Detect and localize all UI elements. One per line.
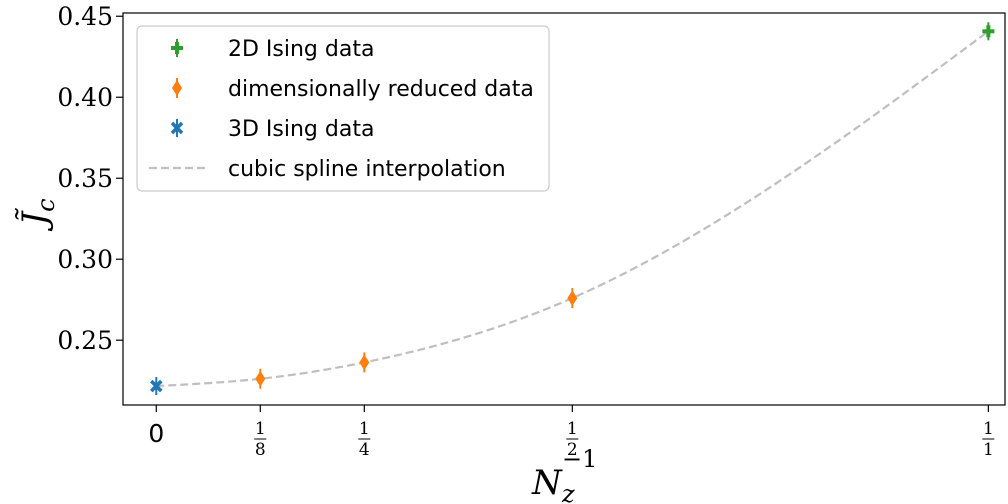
y-tick-label: 0.35: [57, 164, 113, 193]
y-axis-label-sub: c: [32, 198, 60, 211]
y-tick-label: 0.40: [57, 83, 113, 112]
legend-marker: [171, 39, 183, 57]
legend-label: cubic spline interpolation: [228, 157, 506, 182]
data-point: [567, 288, 578, 309]
plus-bar-v: [986, 25, 991, 38]
legend: 2D Ising data dimensionally reduced data 3…: [136, 25, 550, 192]
diamond-marker: [567, 290, 578, 307]
legend-marker: [172, 78, 182, 98]
x-tick-numerator: 1: [255, 419, 266, 439]
x-axis-label-sup: −1: [562, 445, 597, 473]
svg-text:J̃c: J̃c: [15, 198, 60, 231]
x-tick-numerator: 1: [983, 419, 994, 439]
data-point: [359, 352, 370, 373]
data-point: [255, 368, 266, 389]
data-point: [982, 22, 995, 41]
x-tick-denominator: 2: [567, 440, 578, 460]
legend-marker: [170, 119, 184, 137]
legend-box: [136, 25, 550, 192]
y-axis-label: J̃c: [15, 198, 60, 231]
y-axis-ticks: 0.25 0.30 0.35 0.40 0.45: [57, 2, 123, 355]
diamond-marker: [172, 80, 182, 96]
y-tick-label: 0.30: [57, 245, 113, 274]
points-layer: [150, 22, 995, 396]
y-tick-label: 0.25: [57, 326, 113, 355]
diamond-marker: [255, 370, 266, 387]
diamond-marker: [359, 354, 370, 371]
x-axis-label: N z −1: [531, 445, 597, 504]
x-tick-label: 0: [148, 419, 164, 448]
x-stroke-b: [170, 121, 184, 135]
legend-items: 2D Ising data dimensionally reduced data 3…: [149, 37, 534, 182]
x-tick-denominator: 1: [983, 440, 994, 460]
x-axis-label-sub: z: [561, 480, 575, 504]
y-tick-label: 0.45: [57, 2, 113, 31]
x-tick-denominator: 4: [359, 440, 370, 460]
legend-label: 2D Ising data: [228, 37, 374, 62]
x-tick-numerator: 1: [567, 419, 578, 439]
legend-label: dimensionally reduced data: [228, 77, 534, 102]
x-tick-numerator: 1: [359, 419, 370, 439]
x-stroke-b: [150, 379, 163, 393]
x-axis-label-base: N: [531, 463, 563, 503]
data-point: [150, 377, 163, 396]
plus-bar-v: [175, 42, 179, 54]
plot-frame: [122, 12, 1006, 406]
x-tick-denominator: 8: [255, 440, 266, 460]
legend-label: 3D Ising data: [228, 117, 374, 142]
